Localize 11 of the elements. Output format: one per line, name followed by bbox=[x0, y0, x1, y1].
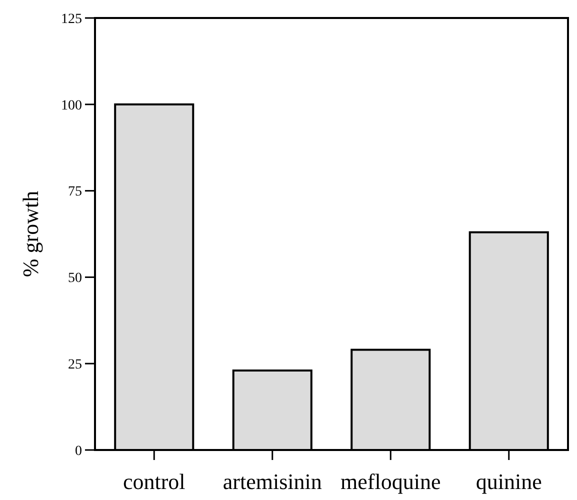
y-tick-label: 125 bbox=[61, 12, 82, 27]
x-tick-label: artemisinin bbox=[222, 469, 322, 494]
x-tick-label: control bbox=[122, 469, 186, 494]
y-tick-label: 100 bbox=[61, 98, 82, 114]
x-tick-label: mefloquine bbox=[340, 469, 441, 494]
y-axis-title: % growth bbox=[18, 190, 43, 278]
y-tick-label: 0 bbox=[75, 444, 82, 459]
y-tick-label: 75 bbox=[68, 184, 82, 200]
y-tick-label: 25 bbox=[68, 358, 82, 372]
x-tick-label: quinine bbox=[476, 469, 542, 494]
y-tick-label: 50 bbox=[68, 271, 82, 286]
